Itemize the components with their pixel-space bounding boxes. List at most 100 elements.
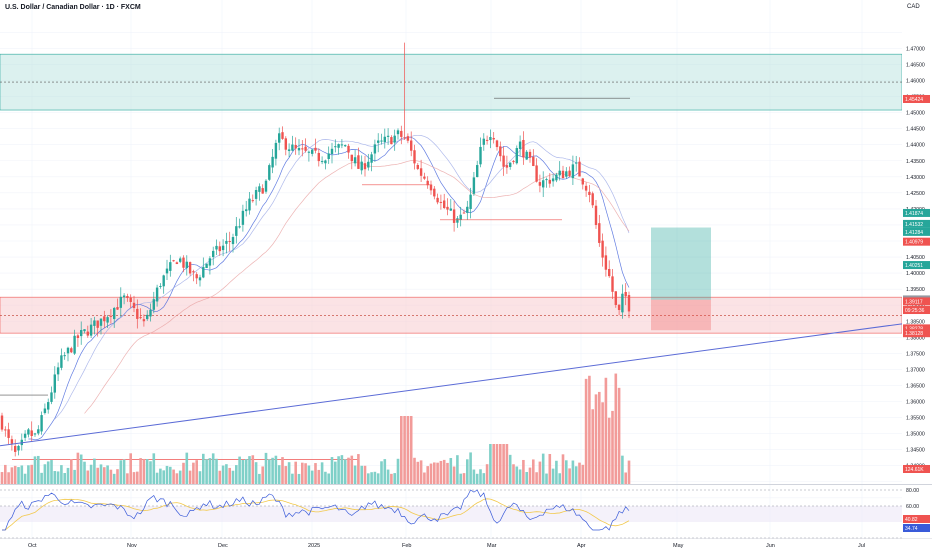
volume-bar [33,456,37,484]
price-tick-label: 1.45000 [906,111,925,117]
volume-bar [89,464,93,484]
candle-down [581,178,584,185]
volume-bar [271,457,274,484]
volume-bar [202,453,205,484]
position-stop-box [651,299,711,331]
candle-down [617,304,621,310]
volume-bar [614,373,618,484]
candle-up [169,262,172,271]
volume-bar [409,416,413,484]
volume-bar [449,458,453,484]
price-tick-label: 1.44000 [906,143,925,149]
candle-down [347,145,350,153]
candle-down [10,439,14,444]
volume-bar [251,455,255,484]
candle-up [264,180,268,192]
volume-bar [66,467,70,484]
volume-bar [122,459,126,484]
volume-bar [598,391,601,484]
volume-bar [350,455,354,484]
candle-down [7,429,10,438]
candle-up [215,245,218,250]
candle-down [495,140,499,148]
candle-down [116,307,119,310]
candle-down [538,182,542,186]
volume-bar [621,455,624,484]
volume-bar [584,378,588,484]
volume-bar [70,459,73,484]
volume-bar [479,469,482,484]
volume-bar [192,462,195,484]
candle-down [294,144,297,149]
time-tick-label: Mar [487,543,497,549]
candle-down [608,269,611,277]
trendline [0,323,903,447]
candle-up [456,218,459,223]
candle-down [0,415,4,430]
price-label-box [903,306,930,315]
volume-bar [551,468,555,484]
candle-up [66,347,70,354]
candle-up [476,165,479,178]
candle-down [413,150,416,164]
candle-down [188,262,192,274]
time-tick-label: Apr [577,543,586,549]
volume-bar [198,471,202,484]
volume-bar [429,463,433,484]
volume-bar [515,466,519,484]
candle-down [30,430,33,437]
candle-up [334,146,337,148]
volume-bar [433,462,436,484]
candle-down [76,335,80,338]
price-label: 09:25:36 [905,308,925,314]
candle-down [568,170,571,176]
candle-down [175,262,179,265]
price-label: 1.40979 [905,240,923,246]
price-tick-label: 1.35000 [906,432,925,438]
candle-down [436,197,439,203]
volume-bar [268,459,271,484]
time-tick-label: 2025 [308,543,320,549]
volume-bar [518,469,522,484]
candle-down [499,146,502,157]
volume-bar [627,460,631,484]
volume-bar [244,459,248,484]
candle-up [327,153,330,159]
price-label-box [903,324,930,333]
volume-bar [413,457,416,484]
volume-bar [571,460,575,484]
volume-bar [426,466,429,484]
candle-up [165,268,169,274]
volume-bar [492,444,495,484]
candle-down [317,152,320,162]
candle-down [126,295,129,299]
volume-bar [360,465,363,484]
ma-slow-line [84,160,630,414]
price-axis-bg [902,0,932,550]
price-tick-label: 1.37500 [906,351,925,357]
volume-bar [320,462,324,484]
volume-bar [489,444,492,484]
volume-bar [297,473,301,484]
candle-up [208,258,212,266]
volume-bar [581,464,585,484]
price-label: 1.40251 [905,263,923,269]
volume-bar [264,452,268,484]
volume-bar [522,459,525,484]
volume-bar [317,469,321,484]
volume-bar [505,444,509,484]
volume-bar [225,464,228,484]
volume-bar [604,377,608,484]
volume-bar [508,454,512,484]
candle-down [532,156,535,167]
volume-bar [561,454,565,484]
volume-bar [532,459,535,484]
time-tick-label: Feb [402,543,411,549]
candle-up [337,144,340,148]
volume-bar [442,459,446,484]
rsi-line [2,489,630,531]
volume-bar [340,455,344,484]
volume-bar [159,468,162,484]
candle-down [304,146,307,151]
